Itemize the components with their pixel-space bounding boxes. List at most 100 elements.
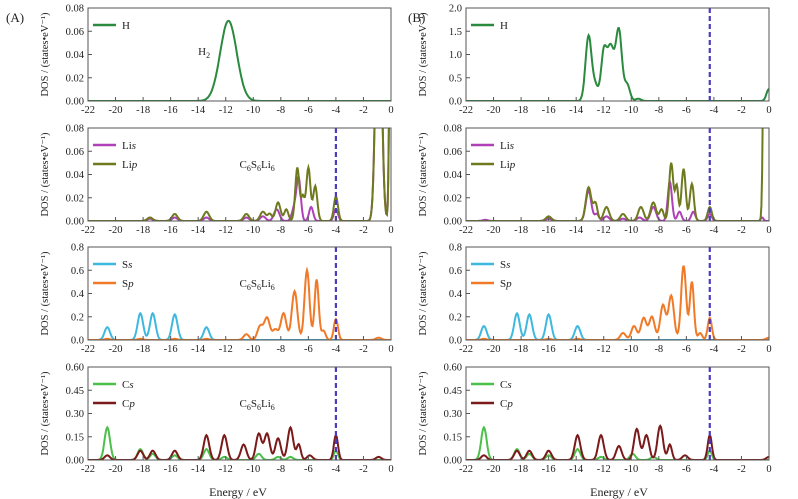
x-tick-label: -2 [737,344,746,355]
x-tick-label: -2 [359,344,368,355]
x-tick-label: 0 [766,225,771,236]
x-tick-label: 0 [766,464,771,475]
x-tick-label: -6 [304,464,313,475]
x-tick-label: -18 [514,344,528,355]
y-axis-label: DOS / (states•eV⁻¹) [40,371,51,456]
dos-panel-b3: DOS / (states•eV⁻¹)-22 -20 -18 -16 -14 -12 -10… [418,243,772,356]
x-tick-label: -2 [359,105,368,116]
series-line-li-s [466,178,769,221]
x-tick-label: -6 [304,344,313,355]
x-tick-label: -2 [359,464,368,475]
legend-entry: Lip [122,159,138,171]
x-tick-label: -16 [164,105,178,116]
y-tick-label: 0.6 [71,266,84,277]
x-tick-label: -22 [81,105,95,116]
legend-entry: Cp [122,398,135,410]
panel-annotation: C6​S6​Li6​ [240,398,275,412]
y-tick-label: 0.02 [444,193,462,204]
legend-entry: Cp [500,398,513,410]
y-tick-label: 0.15 [444,432,462,443]
y-tick-label: 0.08 [444,124,462,135]
x-tick-label: 0 [388,105,393,116]
x-tick-label: -10 [624,225,638,236]
panel-label-a: (A) [6,10,24,25]
dos-panel-a3: DOS / (states•eV⁻¹)-22 -20 -18 -16 -14 -12 -10… [40,243,394,356]
x-tick-label: -4 [710,105,719,116]
x-tick-label: -20 [109,344,123,355]
plot-frame [465,246,770,341]
x-tick-label: -8 [654,344,663,355]
dos-panel-a1: DOS / (states•eV⁻¹)-22 -20 -18 -16 -14 -12 -10… [40,4,394,117]
x-tick-label: -4 [332,105,341,116]
y-tick-label: 0.45 [444,386,462,397]
x-tick-label: -16 [542,464,556,475]
y-tick-label: 0.02 [66,73,84,84]
x-tick-label: -18 [136,225,150,236]
x-tick-label: -10 [624,105,638,116]
legend-entry: Cs [122,379,134,391]
plot-frame [465,7,770,102]
series-line-s-s [466,311,769,340]
x-tick-label: -18 [136,464,150,475]
x-tick-label: 0 [388,464,393,475]
x-tick-label: -20 [487,225,501,236]
y-axis-label: DOS / (states•eV⁻¹) [418,371,429,456]
series-line-s-s [88,311,391,340]
x-tick-label: -12 [219,225,233,236]
x-tick-label: 0 [388,225,393,236]
x-tick-label: -2 [737,225,746,236]
x-tick-label: -10 [246,464,260,475]
x-tick-label: -14 [191,344,206,355]
y-tick-label: 0.00 [66,456,84,467]
x-axis-label-a: Energy / eV [209,485,267,499]
y-tick-label: 0.02 [66,193,84,204]
x-tick-label: -12 [219,105,233,116]
y-tick-label: 0.00 [66,217,84,228]
x-tick-label: -2 [737,105,746,116]
x-tick-label: -16 [164,225,178,236]
y-tick-label: 0.00 [66,97,84,108]
y-tick-label: 0.08 [66,4,84,15]
y-tick-label: 0.4 [449,289,463,300]
x-tick-label: -10 [246,105,260,116]
x-tick-label: -4 [710,344,719,355]
x-tick-label: -16 [542,225,556,236]
series-line-c-s [466,425,769,460]
x-tick-label: -16 [164,344,178,355]
y-tick-label: 0.8 [449,243,462,254]
x-tick-label: -4 [710,464,719,475]
x-tick-label: -14 [569,105,584,116]
y-axis-label: DOS / (states•eV⁻¹) [40,251,51,336]
x-tick-label: -8 [654,464,663,475]
y-tick-label: 0.06 [66,147,84,158]
x-tick-label: -16 [542,344,556,355]
x-tick-label: -22 [81,344,95,355]
x-tick-label: -8 [276,344,285,355]
panel-label-b: (B) [408,10,425,25]
y-tick-label: 0.60 [66,363,84,374]
x-tick-label: -14 [191,464,206,475]
legend-entry: H [122,20,130,32]
panel-annotation: H2​ [198,46,210,60]
x-tick-label: -14 [569,344,584,355]
x-tick-label: -18 [514,464,528,475]
x-tick-label: -22 [459,344,473,355]
x-tick-label: -22 [459,225,473,236]
x-tick-label: -10 [624,464,638,475]
y-tick-label: 0.60 [444,363,462,374]
x-tick-label: -18 [136,344,150,355]
x-tick-label: -22 [81,464,95,475]
y-tick-label: 0.06 [444,147,462,158]
y-tick-label: 0.30 [66,409,84,420]
y-tick-label: 1.5 [449,27,462,38]
legend-entry: Cs [500,379,512,391]
series-line-h [88,19,391,101]
x-tick-label: -16 [542,105,556,116]
x-tick-label: -12 [219,344,233,355]
x-tick-label: -8 [276,464,285,475]
x-tick-label: -10 [246,225,260,236]
y-tick-label: 0.45 [66,386,84,397]
y-axis-label: DOS / (states•eV⁻¹) [40,12,51,97]
x-tick-label: 0 [766,344,771,355]
